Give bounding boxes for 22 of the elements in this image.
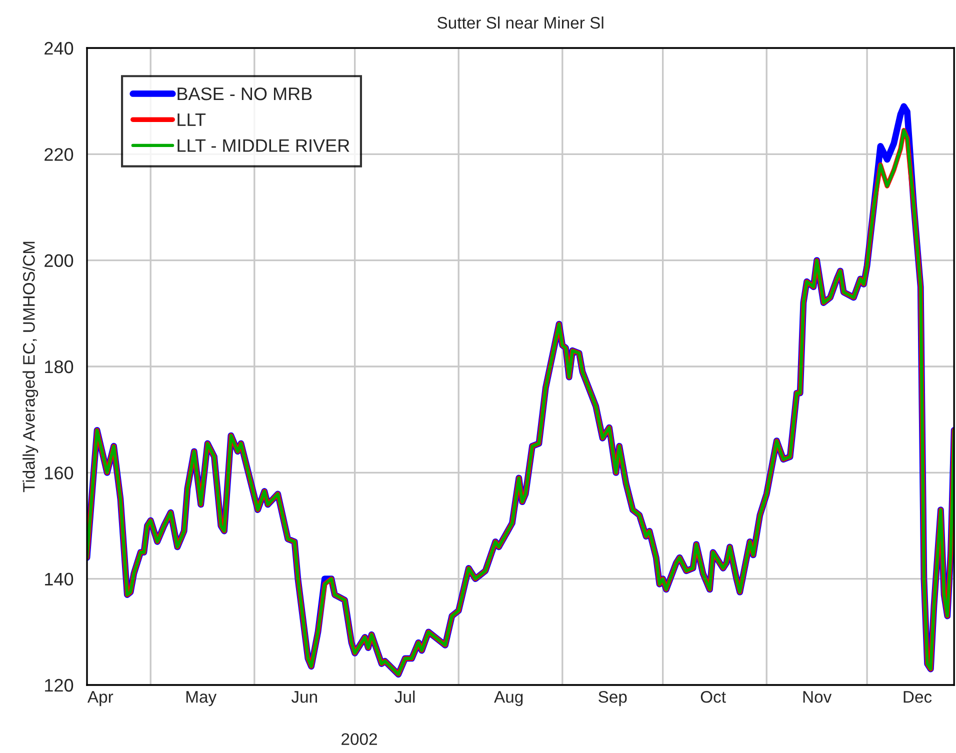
- y-tick-label: 180: [45, 360, 74, 374]
- y-tick-label: 220: [44, 148, 74, 161]
- y-tick-label: 160: [45, 466, 74, 480]
- x-tick-label: Nov: [803, 691, 832, 703]
- x-tick-label: Sep: [598, 690, 627, 706]
- x-axis-title: 2002: [342, 733, 377, 746]
- y-tick-label: 200: [44, 254, 74, 268]
- x-tick-label: May: [186, 691, 217, 706]
- x-tick-label: Jul: [394, 690, 415, 703]
- x-tick-label: Aug: [494, 691, 523, 706]
- y-tick-label: 240: [44, 42, 74, 55]
- x-tick-label: Apr: [87, 691, 114, 706]
- legend-label: LLT: [178, 113, 206, 126]
- y-axis-title: Tidally Averaged EC, UMHOS/CM: [22, 242, 38, 492]
- y-tick-label: 140: [45, 572, 74, 586]
- x-tick-label: Jun: [291, 691, 317, 703]
- y-tick-label: 120: [45, 678, 74, 692]
- legend-label: BASE - NO MRB: [178, 87, 312, 100]
- chart-title: Sutter Sl near Miner Sl: [437, 16, 604, 29]
- x-tick-label: Oct: [700, 690, 726, 703]
- legend-label: LLT - MIDDLE RIVER: [178, 139, 350, 152]
- x-tick-label: Dec: [904, 691, 932, 703]
